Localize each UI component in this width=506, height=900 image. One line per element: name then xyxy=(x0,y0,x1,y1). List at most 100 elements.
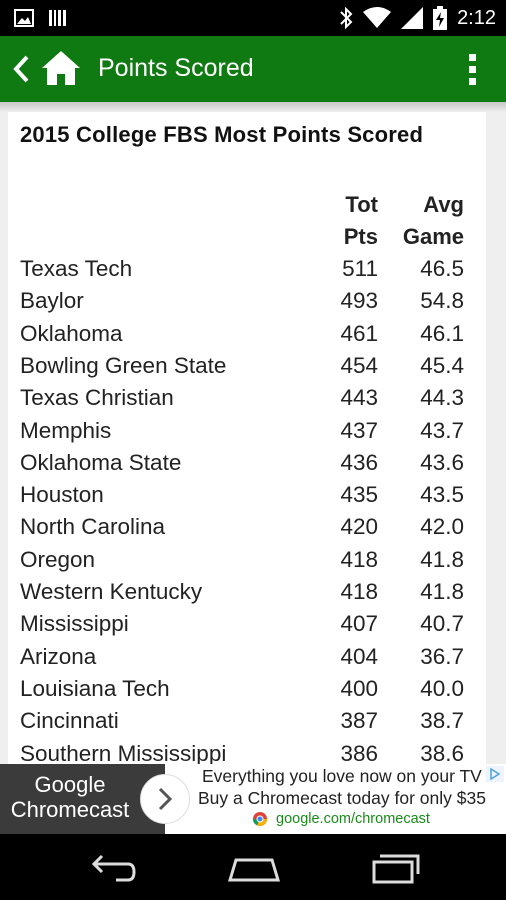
table-row: Texas Christian 443 44.3 xyxy=(8,385,486,417)
team-name: Oregon xyxy=(20,546,96,572)
team-name: Southern Mississippi xyxy=(20,740,227,765)
total-points: 400 xyxy=(340,675,378,701)
table-row: Houston 435 43.5 xyxy=(8,482,486,514)
team-name: Western Kentucky xyxy=(20,579,203,604)
total-points: 404 xyxy=(340,643,378,669)
back-nav-icon[interactable] xyxy=(88,850,138,884)
chevron-right-icon xyxy=(158,787,173,811)
avg-per-game: 46.1 xyxy=(420,320,464,346)
total-points: 407 xyxy=(340,611,378,637)
battery-charging-icon xyxy=(433,6,448,30)
team-name: Texas Christian xyxy=(20,385,174,411)
status-bar: 2:12 xyxy=(0,0,506,36)
app-title: Points Scored xyxy=(98,54,254,82)
team-name: Baylor xyxy=(20,288,84,314)
adchoices-icon[interactable] xyxy=(486,766,504,782)
home-icon[interactable] xyxy=(40,48,82,88)
clock: 2:12 xyxy=(457,6,496,29)
total-points: 435 xyxy=(340,482,378,508)
team-name: Bowling Green State xyxy=(20,352,227,378)
total-points: 454 xyxy=(340,352,378,378)
wifi-icon xyxy=(363,7,392,28)
total-points: 436 xyxy=(340,449,378,475)
team-name: Cincinnati xyxy=(20,708,119,734)
col-header-tot-line2: Pts xyxy=(343,224,378,249)
ad-url[interactable]: google.com/chromecast xyxy=(276,811,430,827)
team-name: Arizona xyxy=(20,643,97,669)
home-nav-icon[interactable] xyxy=(226,850,282,884)
avg-per-game: 41.8 xyxy=(420,546,464,572)
avg-per-game: 36.7 xyxy=(420,643,464,669)
total-points: 387 xyxy=(340,708,378,734)
col-header-avg-line1: Avg xyxy=(423,192,464,217)
team-name: Louisiana Tech xyxy=(20,675,170,701)
table-row: Bowling Green State 454 45.4 xyxy=(8,353,486,385)
table-row: Louisiana Tech 400 40.0 xyxy=(8,676,486,708)
ad-brand-panel[interactable]: Google Chromecast xyxy=(0,764,165,834)
ad-banner[interactable]: Google Chromecast Everything you love no… xyxy=(0,764,506,834)
bluetooth-icon xyxy=(340,6,353,30)
back-icon[interactable] xyxy=(10,53,32,85)
table-row: Cincinnati 387 38.7 xyxy=(8,708,486,740)
app-bar: Points Scored xyxy=(0,36,506,102)
app-bar-shadow xyxy=(0,102,506,112)
total-points: 437 xyxy=(340,417,378,443)
avg-per-game: 45.4 xyxy=(420,352,464,378)
table-row: Southern Mississippi 386 38.6 xyxy=(8,741,486,765)
total-points: 418 xyxy=(340,579,378,604)
system-nav-bar xyxy=(0,834,506,900)
table-row: Western Kentucky 418 41.8 xyxy=(8,579,486,611)
total-points: 511 xyxy=(342,256,378,281)
team-name: Mississippi xyxy=(20,611,129,637)
ad-brand-line1: Google xyxy=(34,772,106,797)
content-area[interactable]: 2015 College FBS Most Points Scored Tot … xyxy=(0,112,506,764)
avg-per-game: 46.5 xyxy=(420,256,464,281)
barcode-notification-icon xyxy=(49,10,66,26)
table-row: Texas Tech 511 46.5 xyxy=(8,256,486,288)
avg-per-game: 38.7 xyxy=(420,708,464,734)
avg-per-game: 40.7 xyxy=(420,611,464,637)
ad-headline[interactable]: Everything you love now on your TV xyxy=(202,766,482,786)
avg-per-game: 54.8 xyxy=(420,288,464,314)
team-name: Memphis xyxy=(20,417,112,443)
avg-per-game: 38.6 xyxy=(420,740,464,765)
avg-per-game: 44.3 xyxy=(420,385,464,411)
avg-per-game: 43.6 xyxy=(420,449,464,475)
signal-icon xyxy=(401,7,424,29)
ad-arrow-button[interactable] xyxy=(140,774,190,824)
avg-per-game: 43.7 xyxy=(420,417,464,443)
table-row: Mississippi 407 40.7 xyxy=(8,611,486,643)
stats-card: 2015 College FBS Most Points Scored Tot … xyxy=(8,112,486,764)
table-row: Oklahoma 461 46.1 xyxy=(8,321,486,353)
col-header-avg-line2: Game xyxy=(402,224,464,249)
total-points: 493 xyxy=(340,288,378,314)
total-points: 386 xyxy=(340,740,378,765)
total-points: 461 xyxy=(340,320,378,346)
team-name: Houston xyxy=(20,482,104,508)
team-name: North Carolina xyxy=(20,514,166,540)
image-notification-icon xyxy=(14,9,34,27)
team-name: Oklahoma xyxy=(20,320,123,346)
avg-per-game: 42.0 xyxy=(420,514,464,540)
page-title: 2015 College FBS Most Points Scored xyxy=(20,122,424,147)
total-points: 418 xyxy=(340,546,378,572)
team-name: Oklahoma State xyxy=(20,449,182,475)
avg-per-game: 43.5 xyxy=(420,482,464,508)
avg-per-game: 41.8 xyxy=(420,579,464,604)
total-points: 420 xyxy=(340,514,378,540)
overflow-menu-icon[interactable] xyxy=(468,54,478,88)
table-row: Oklahoma State 436 43.6 xyxy=(8,450,486,482)
ad-subline[interactable]: Buy a Chromecast today for only $35 xyxy=(198,788,486,808)
table-row: Baylor 493 54.8 xyxy=(8,288,486,320)
chrome-icon xyxy=(253,812,267,826)
ad-brand-line2: Chromecast xyxy=(10,797,130,822)
table-row: Oregon 418 41.8 xyxy=(8,547,486,579)
table-row: Arizona 404 36.7 xyxy=(8,644,486,676)
total-points: 443 xyxy=(340,385,378,411)
table-row: North Carolina 420 42.0 xyxy=(8,514,486,546)
team-name: Texas Tech xyxy=(20,256,133,281)
recents-nav-icon[interactable] xyxy=(370,850,420,884)
table-row: Memphis 437 43.7 xyxy=(8,418,486,450)
col-header-tot-line1: Tot xyxy=(345,192,378,217)
avg-per-game: 40.0 xyxy=(420,675,464,701)
